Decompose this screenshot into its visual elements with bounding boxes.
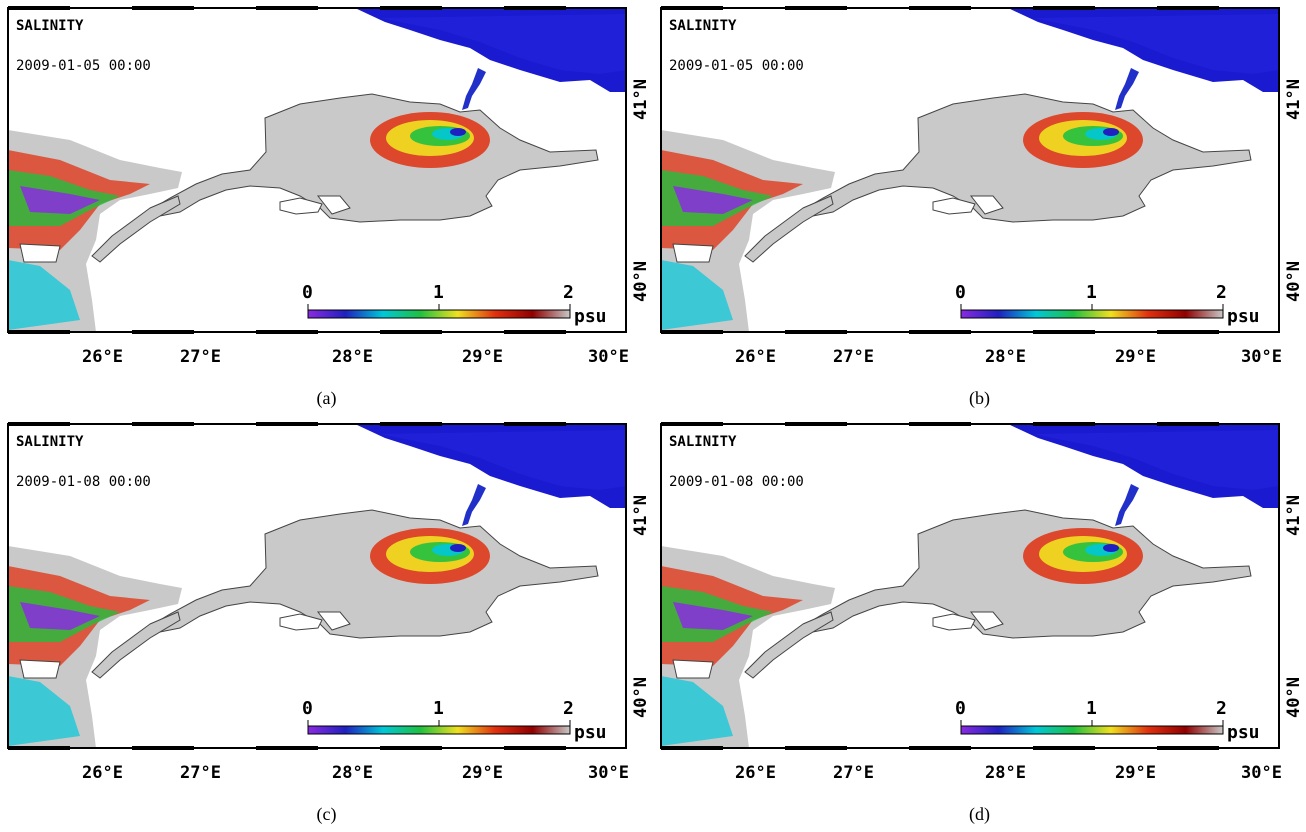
salinity-plume bbox=[370, 112, 490, 168]
lat-tick-41: 41°N bbox=[631, 495, 651, 536]
bosphorus-strait bbox=[1115, 484, 1139, 526]
lon-tick-28: 28°E bbox=[332, 763, 373, 783]
colorbar: 0 1 2 psu bbox=[955, 282, 1260, 327]
marmara-island bbox=[932, 197, 976, 215]
colorbar-tick-2: 2 bbox=[563, 698, 574, 719]
colorbar-tick-0: 0 bbox=[302, 282, 313, 303]
sea-of-marmara bbox=[149, 93, 599, 223]
colorbar-unit: psu bbox=[574, 306, 607, 327]
bosphorus-strait bbox=[1115, 68, 1139, 110]
colorbar: 0 1 2 psu bbox=[955, 698, 1260, 743]
kapidag-peninsula bbox=[316, 611, 351, 631]
lon-tick-29: 29°E bbox=[462, 763, 503, 783]
kapidag-peninsula bbox=[969, 195, 1004, 215]
lon-tick-28: 28°E bbox=[985, 763, 1026, 783]
marmara-island bbox=[932, 613, 976, 631]
panel-caption: (b) bbox=[969, 388, 990, 408]
marmara-island bbox=[279, 197, 323, 215]
salinity-plume bbox=[1023, 528, 1143, 584]
lon-tick-30: 30°E bbox=[1241, 347, 1282, 367]
colorbar-unit: psu bbox=[1227, 722, 1260, 743]
panel-title: SALINITY bbox=[669, 434, 737, 450]
panel-title: SALINITY bbox=[16, 434, 84, 450]
colorbar-tick-0: 0 bbox=[955, 282, 966, 303]
dardanelles-strait bbox=[744, 195, 834, 263]
aegean-sea-region bbox=[8, 546, 182, 748]
lat-tick-41: 41°N bbox=[631, 79, 651, 120]
colorbar-tick-1: 1 bbox=[433, 698, 444, 719]
map-canvas: SALINITY 2009-01-08 00:00 41°N 40°N 26°E… bbox=[7, 422, 651, 783]
panel-date: 2009-01-08 00:00 bbox=[669, 474, 804, 490]
lat-tick-41: 41°N bbox=[1284, 79, 1304, 120]
lat-tick-41: 41°N bbox=[1284, 495, 1304, 536]
lon-tick-26: 26°E bbox=[82, 347, 123, 367]
lon-tick-26: 26°E bbox=[82, 763, 123, 783]
kapidag-peninsula bbox=[969, 611, 1004, 631]
aegean-sea-region bbox=[661, 546, 835, 748]
lat-tick-40: 40°N bbox=[1284, 677, 1304, 718]
bosphorus-strait bbox=[462, 68, 486, 110]
lon-tick-27: 27°E bbox=[180, 347, 221, 367]
map-panel: SALINITY 2009-01-08 00:00 41°N 40°N 26°E… bbox=[653, 416, 1306, 832]
map-panel: SALINITY 2009-01-05 00:00 41°N 40°N 26°E… bbox=[653, 0, 1306, 416]
lon-tick-26: 26°E bbox=[735, 347, 776, 367]
kapidag-peninsula bbox=[316, 195, 351, 215]
sea-of-marmara bbox=[802, 509, 1252, 639]
colorbar-tick-0: 0 bbox=[302, 698, 313, 719]
colorbar-tick-1: 1 bbox=[1086, 698, 1097, 719]
dardanelles-strait bbox=[91, 611, 181, 679]
colorbar-tick-0: 0 bbox=[955, 698, 966, 719]
colorbar: 0 1 2 psu bbox=[302, 698, 607, 743]
lon-tick-27: 27°E bbox=[833, 763, 874, 783]
salinity-plume bbox=[1023, 112, 1143, 168]
bosphorus-strait bbox=[462, 484, 486, 526]
lon-tick-27: 27°E bbox=[833, 347, 874, 367]
lat-tick-40: 40°N bbox=[631, 261, 651, 302]
colorbar-unit: psu bbox=[574, 722, 607, 743]
lon-tick-29: 29°E bbox=[1115, 763, 1156, 783]
dardanelles-strait bbox=[91, 195, 181, 263]
dardanelles-strait bbox=[744, 611, 834, 679]
panel-title: SALINITY bbox=[669, 18, 737, 34]
map-canvas: SALINITY 2009-01-08 00:00 41°N 40°N 26°E… bbox=[660, 422, 1304, 783]
colorbar-tick-1: 1 bbox=[433, 282, 444, 303]
colorbar-unit: psu bbox=[1227, 306, 1260, 327]
lon-tick-29: 29°E bbox=[462, 347, 503, 367]
lon-tick-30: 30°E bbox=[588, 763, 629, 783]
salinity-plume bbox=[370, 528, 490, 584]
map-canvas: SALINITY 2009-01-05 00:00 41°N 40°N 26°E… bbox=[660, 6, 1304, 367]
panel-date: 2009-01-08 00:00 bbox=[16, 474, 151, 490]
colorbar: 0 1 2 psu bbox=[302, 282, 607, 327]
sea-of-marmara bbox=[802, 93, 1252, 223]
lon-tick-27: 27°E bbox=[180, 763, 221, 783]
marmara-island bbox=[279, 613, 323, 631]
aegean-sea-region bbox=[661, 130, 835, 332]
colorbar-tick-1: 1 bbox=[1086, 282, 1097, 303]
panel-caption: (a) bbox=[316, 388, 337, 408]
map-panel: SALINITY 2009-01-08 00:00 41°N 40°N 26°E… bbox=[0, 416, 653, 832]
colorbar-tick-2: 2 bbox=[1216, 282, 1227, 303]
lon-tick-28: 28°E bbox=[985, 347, 1026, 367]
lon-tick-30: 30°E bbox=[1241, 763, 1282, 783]
panel-caption: (c) bbox=[316, 804, 337, 824]
panel-title: SALINITY bbox=[16, 18, 84, 34]
map-panel: SALINITY 2009-01-05 00:00 41°N 40°N 26°E… bbox=[0, 0, 653, 416]
sea-of-marmara bbox=[149, 509, 599, 639]
lon-tick-28: 28°E bbox=[332, 347, 373, 367]
colorbar-tick-2: 2 bbox=[563, 282, 574, 303]
lat-tick-40: 40°N bbox=[631, 677, 651, 718]
lat-tick-40: 40°N bbox=[1284, 261, 1304, 302]
aegean-sea-region bbox=[8, 130, 182, 332]
map-canvas: SALINITY 2009-01-05 00:00 41°N 40°N 26°E… bbox=[7, 6, 651, 367]
lon-tick-29: 29°E bbox=[1115, 347, 1156, 367]
panel-date: 2009-01-05 00:00 bbox=[16, 58, 151, 74]
lon-tick-30: 30°E bbox=[588, 347, 629, 367]
colorbar-tick-2: 2 bbox=[1216, 698, 1227, 719]
lon-tick-26: 26°E bbox=[735, 763, 776, 783]
panel-date: 2009-01-05 00:00 bbox=[669, 58, 804, 74]
panel-caption: (d) bbox=[969, 804, 990, 824]
